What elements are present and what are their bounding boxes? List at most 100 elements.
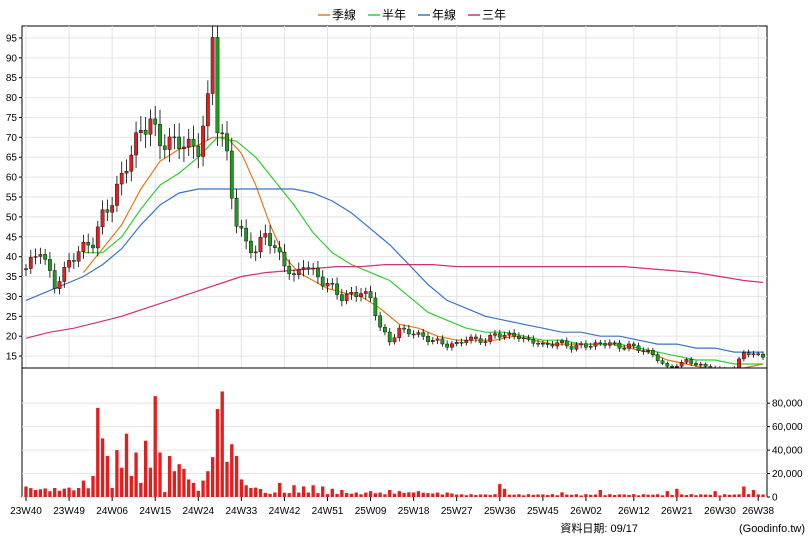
volume-bar [316, 493, 320, 497]
candle-body [737, 358, 741, 369]
candle-body [560, 340, 564, 343]
volume-bar [555, 495, 559, 497]
volume-bar [632, 494, 636, 497]
candle-body [124, 171, 129, 174]
candle-body [689, 359, 694, 364]
candle-body [177, 136, 182, 149]
candle-body [631, 343, 636, 346]
volume-bar [53, 487, 57, 497]
candle-body [540, 342, 545, 345]
volume-bar [134, 452, 138, 497]
volume-bar [196, 490, 200, 497]
volume-bar [172, 471, 177, 497]
candle-body [249, 240, 253, 253]
volume-bar [388, 489, 392, 497]
volume-bar [612, 495, 617, 497]
candle-body [421, 332, 426, 337]
candle-body [536, 342, 540, 345]
volume-bar [100, 438, 105, 497]
candle-body [598, 342, 603, 344]
candle-body [263, 233, 268, 238]
volume-bar [115, 450, 119, 497]
candle-body [62, 267, 67, 282]
volume-bar [225, 461, 229, 497]
candle-body [253, 251, 258, 254]
volume-bar [273, 492, 277, 497]
price-tick-label: 45 [6, 232, 18, 243]
candle-body [292, 273, 296, 275]
volume-bar [215, 409, 220, 497]
price-tick-label: 15 [6, 352, 18, 363]
candle-body [397, 327, 402, 338]
volume-bar [158, 452, 162, 497]
candle-body [665, 363, 670, 367]
candle-body [679, 362, 684, 367]
volume-bar [742, 486, 746, 497]
volume-bar [440, 494, 445, 497]
volume-bar [263, 492, 267, 497]
candle-body [52, 270, 57, 289]
candle-body [636, 345, 641, 351]
candle-body [287, 265, 292, 274]
volume-bar [608, 494, 612, 497]
volume-bar [163, 492, 167, 497]
candle-body [392, 337, 397, 343]
volume-bar [43, 488, 47, 497]
volume-bar [522, 495, 526, 497]
legend-label-0: 季線 [332, 7, 356, 22]
volume-bar [723, 494, 727, 497]
volume-bar [335, 493, 339, 497]
candle-body [454, 342, 459, 344]
candle-body [33, 256, 38, 258]
volume-bar [593, 494, 598, 497]
candle-body [579, 343, 584, 346]
volume-bar [206, 471, 210, 497]
candle-body [153, 118, 158, 125]
candle-body [603, 343, 607, 346]
x-tick-label: 24W51 [312, 506, 344, 517]
candle-body [359, 293, 363, 297]
volume-bar [76, 488, 81, 497]
volume-bar [110, 488, 114, 497]
candle-body [229, 150, 234, 199]
volume-bar [617, 494, 622, 497]
volume-bar [124, 433, 129, 497]
volume-bar [239, 479, 244, 497]
candle-body [703, 363, 708, 367]
candle-body [38, 254, 43, 257]
x-tick-label: 25W45 [527, 506, 559, 517]
price-tick-label: 90 [6, 53, 18, 64]
legend-label-1: 半年 [382, 8, 406, 22]
candle-body [316, 267, 320, 278]
volume-bar [636, 495, 641, 497]
candle-body [71, 260, 76, 262]
volume-bar [694, 495, 698, 497]
price-tick-label: 40 [6, 252, 18, 263]
candle-body [450, 343, 454, 348]
candle-body [344, 293, 349, 301]
volume-bar [397, 491, 401, 497]
candle-body [569, 345, 574, 350]
candle-body [191, 138, 196, 147]
volume-bar [292, 485, 296, 497]
x-tick-label: 26W02 [570, 506, 602, 517]
volume-bar [431, 493, 435, 497]
volume-bar [498, 484, 502, 497]
candle-body [698, 363, 703, 366]
volume-bar [139, 482, 143, 497]
volume-bars [24, 391, 765, 497]
volume-bar [349, 493, 354, 497]
candle-body [584, 343, 588, 348]
volume-bar [91, 475, 95, 497]
volume-bar [311, 485, 315, 497]
source-label: (Goodinfo.tw) [739, 523, 805, 535]
volume-tick-label: 20,000 [772, 469, 803, 480]
candle-body [28, 256, 33, 269]
volume-bar [373, 493, 378, 497]
volume-bar [646, 494, 650, 497]
candle-body [225, 133, 229, 152]
volume-bar [230, 444, 234, 497]
candle-body [387, 331, 392, 343]
x-tick-label: 23W40 [10, 506, 42, 517]
candle-body [435, 338, 440, 341]
